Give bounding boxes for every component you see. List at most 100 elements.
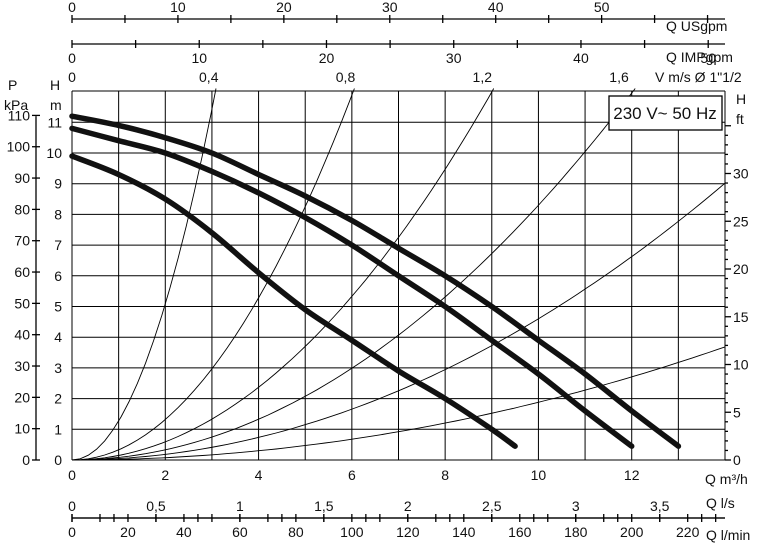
q-m3h-tick-label: 4	[255, 467, 263, 483]
head-m-tick-label: 2	[54, 391, 62, 407]
pressure-tick-label: 80	[14, 201, 30, 217]
q-usgpm-axis-tick-label: 20	[276, 0, 292, 15]
head-m-tick-label: 10	[46, 145, 62, 161]
q-ls-axis-tick-label: 1	[236, 498, 244, 514]
q-lmin-axis-tick-label: 40	[176, 524, 192, 540]
q-lmin-axis-tick-label: 20	[120, 524, 136, 540]
q-ls-axis-tick-label: 3,5	[650, 498, 670, 514]
voltage-annotation-box	[608, 95, 723, 131]
head-m-tick-label: 9	[54, 176, 62, 192]
q-m3h-tick-label: 2	[161, 467, 169, 483]
q-lmin-axis-tick-label: 160	[508, 524, 532, 540]
q-ls-axis-tick-label: 2,5	[482, 498, 502, 514]
head-ft-axis-label: H	[736, 91, 746, 107]
q-impgpm-axis-tick-label: 40	[573, 50, 589, 66]
pressure-tick-label: 20	[14, 389, 30, 405]
q-m3h-tick-label: 8	[441, 467, 449, 483]
q-usgpm-axis-tick-label: 10	[170, 0, 186, 15]
velocity-tick-label: 1,6	[609, 69, 629, 85]
head-ft-tick-label: 25	[733, 213, 749, 229]
pressure-tick-label: 70	[14, 233, 30, 249]
q-lmin-axis-tick-label: 140	[452, 524, 476, 540]
head-m-unit-label: m	[50, 97, 62, 113]
q-m3h-tick-label: 6	[348, 467, 356, 483]
head-m-tick-label: 11	[47, 114, 62, 130]
q-m3h-axis-label: Q m³/h	[705, 471, 748, 487]
head-ft-tick-label: 20	[733, 261, 749, 277]
system-curve	[72, 182, 726, 461]
grid	[71, 90, 726, 461]
pressure-tick-label: 10	[14, 421, 30, 437]
velocity-tick-label: 1,2	[473, 69, 493, 85]
pressure-tick-label: 30	[14, 358, 30, 374]
pressure-tick-label: 60	[14, 264, 30, 280]
system-curves	[71, 88, 726, 461]
pump-curves	[69, 113, 682, 449]
head-ft-tick-label: 30	[733, 166, 749, 182]
pressure-tick-label: 0	[22, 452, 30, 468]
q-lmin-axis-tick-label: 220	[676, 524, 700, 540]
q-ls-axis-tick-label: 3	[572, 498, 580, 514]
head-m-axis-label: H	[50, 77, 60, 93]
velocity-tick-label: 0,8	[336, 69, 356, 85]
system-curve	[71, 88, 495, 461]
q-ls-axis-tick-label: 1,5	[314, 498, 334, 514]
q-lmin-axis-tick-label: 200	[620, 524, 644, 540]
q-usgpm-axis-label: Q USgpm	[666, 18, 727, 34]
q-lmin-axis-label: Q l/min	[706, 527, 750, 543]
pressure-tick-label: 50	[14, 295, 30, 311]
q-lmin-axis-tick-label: 0	[68, 524, 76, 540]
head-m-tick-label: 3	[54, 360, 62, 376]
head-m-tick-label: 6	[54, 268, 62, 284]
q-ls-axis-tick-label: 0	[68, 498, 76, 514]
voltage-annotation: 230 V~ 50 Hz	[613, 104, 717, 123]
pressure-unit-label: kPa	[4, 97, 28, 113]
head-m-tick-label: 0	[54, 452, 62, 468]
q-lmin-axis-tick-label: 180	[564, 524, 588, 540]
velocity-tick-label: 0,4	[199, 69, 219, 85]
head-ft-tick-label: 10	[733, 357, 749, 373]
head-m-tick-label: 7	[54, 237, 62, 253]
q-impgpm-axis-tick-label: 10	[191, 50, 207, 66]
q-impgpm-axis-tick-label: 30	[446, 50, 462, 66]
q-usgpm-axis-tick-label: 30	[382, 0, 398, 15]
q-impgpm-axis-tick-label: 0	[68, 50, 76, 66]
q-m3h-tick-label: 12	[624, 467, 640, 483]
q-usgpm-axis-tick-label: 50	[594, 0, 610, 15]
q-ls-axis-tick-label: 2	[404, 498, 412, 514]
q-lmin-axis-tick-label: 100	[340, 524, 364, 540]
q-usgpm-axis-tick-label: 0	[68, 0, 76, 15]
q-lmin-axis-tick-label: 60	[232, 524, 248, 540]
head-m-tick-label: 5	[54, 299, 62, 315]
pressure-tick-label: 100	[7, 139, 31, 155]
head-m-tick-label: 8	[54, 206, 62, 222]
pump-curve	[69, 125, 635, 449]
pump-curve	[69, 113, 682, 449]
system-curve	[71, 88, 636, 461]
q-ls-axis-label: Q l/s	[706, 495, 735, 511]
q-impgpm-axis-tick-label: 20	[319, 50, 335, 66]
head-ft-unit-label: ft	[736, 111, 744, 127]
axes: 0 10 20 30 40 500 10 20 30 40 500 0,5 1 1,5 2 2,5 3 3,50 2…	[7, 0, 749, 540]
head-m-tick-label: 1	[54, 421, 62, 437]
q-impgpm-axis-tick-label: 50	[700, 50, 716, 66]
pressure-tick-label: 90	[14, 170, 30, 186]
system-curve	[72, 346, 726, 461]
q-usgpm-axis-tick-label: 40	[488, 0, 504, 15]
head-m-tick-label: 4	[54, 329, 62, 345]
q-lmin-axis-tick-label: 80	[288, 524, 304, 540]
pressure-axis-label: P	[8, 77, 17, 93]
system-curve	[71, 88, 217, 461]
head-ft-tick-label: 5	[733, 404, 741, 420]
system-curve	[71, 88, 355, 461]
pressure-tick-label: 110	[8, 107, 31, 123]
pump-curve	[69, 153, 518, 449]
q-m3h-tick-label: 0	[68, 467, 76, 483]
q-impgpm-axis-label: Q IMPgpm	[666, 49, 733, 65]
q-ls-axis-tick-label: 0,5	[146, 498, 166, 514]
q-lmin-axis-tick-label: 120	[396, 524, 420, 540]
pressure-tick-label: 40	[14, 327, 30, 343]
head-ft-tick-label: 0	[733, 452, 741, 468]
velocity-axis-label: V m/s Ø 1"1/2	[655, 69, 742, 85]
